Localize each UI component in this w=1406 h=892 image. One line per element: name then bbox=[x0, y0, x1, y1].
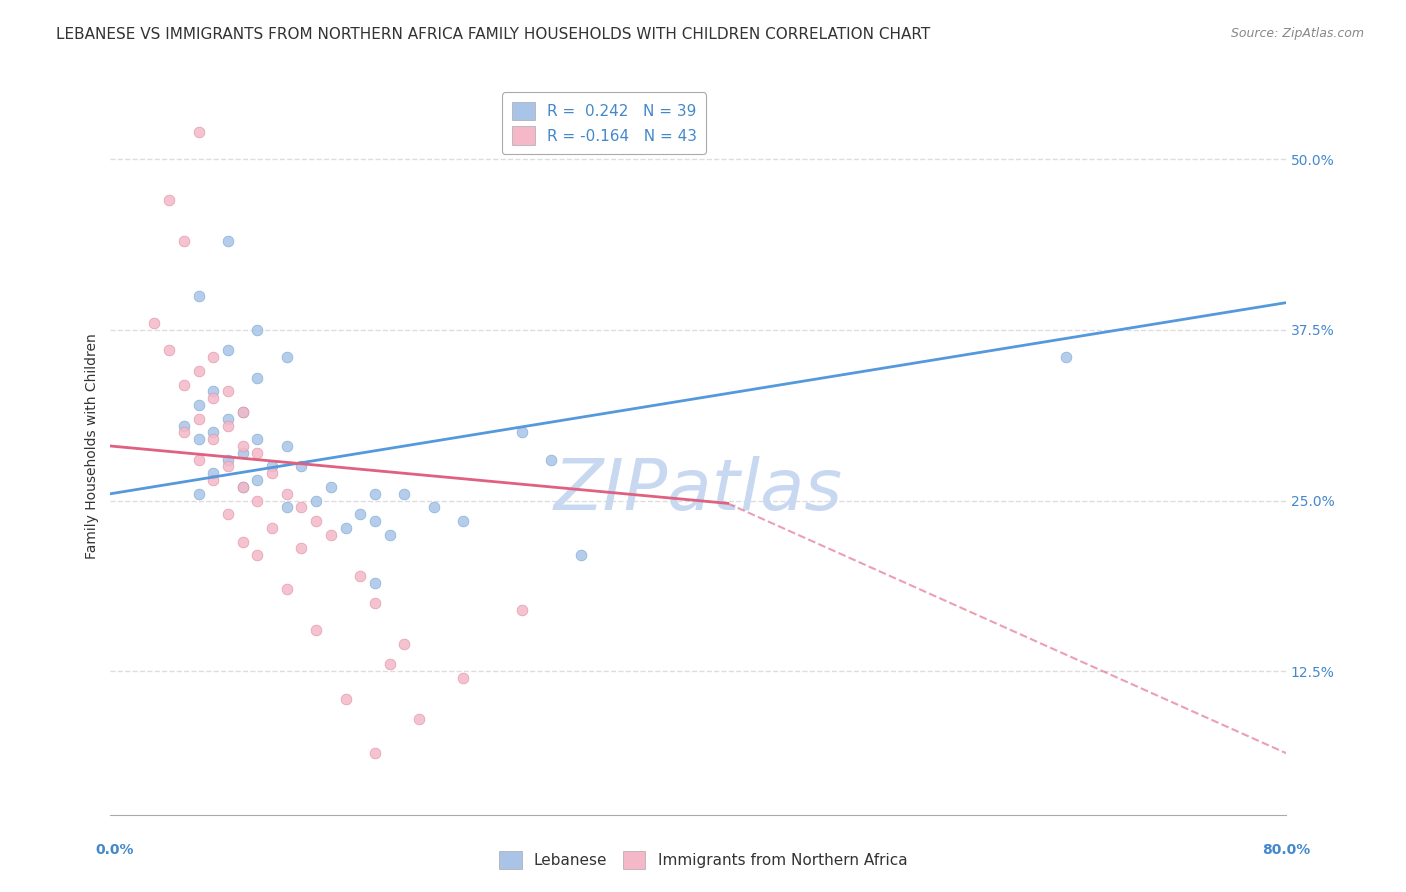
Point bbox=[260, 521, 283, 535]
Point bbox=[217, 508, 239, 522]
Point bbox=[540, 452, 562, 467]
Point bbox=[232, 405, 254, 419]
Point bbox=[510, 425, 533, 440]
Point bbox=[217, 234, 239, 248]
Point bbox=[246, 432, 269, 446]
Point bbox=[260, 459, 283, 474]
Legend: R =  0.242   N = 39, R = -0.164   N = 43: R = 0.242 N = 39, R = -0.164 N = 43 bbox=[502, 93, 706, 154]
Point bbox=[451, 514, 474, 528]
Point bbox=[217, 411, 239, 425]
Point bbox=[232, 405, 254, 419]
Point bbox=[378, 527, 401, 541]
Point bbox=[246, 493, 269, 508]
Point bbox=[232, 446, 254, 460]
Point bbox=[569, 548, 592, 562]
Point bbox=[305, 514, 328, 528]
Point bbox=[232, 480, 254, 494]
Point bbox=[173, 425, 195, 440]
Point bbox=[143, 316, 166, 330]
Point bbox=[246, 446, 269, 460]
Point bbox=[187, 289, 209, 303]
Point bbox=[187, 487, 209, 501]
Point bbox=[394, 637, 416, 651]
Point bbox=[364, 487, 387, 501]
Text: ZIPatlas: ZIPatlas bbox=[554, 456, 842, 524]
Point bbox=[422, 500, 444, 515]
Point bbox=[217, 418, 239, 433]
Point bbox=[187, 452, 209, 467]
Point bbox=[290, 459, 312, 474]
Point bbox=[319, 527, 342, 541]
Point bbox=[451, 671, 474, 685]
Point bbox=[232, 534, 254, 549]
Point bbox=[1054, 351, 1077, 365]
Point bbox=[157, 194, 180, 208]
Point bbox=[246, 323, 269, 337]
Point bbox=[305, 624, 328, 638]
Point bbox=[187, 364, 209, 378]
Point bbox=[173, 418, 195, 433]
Point bbox=[232, 439, 254, 453]
Point bbox=[217, 343, 239, 358]
Point bbox=[335, 521, 357, 535]
Point bbox=[202, 391, 225, 405]
Point bbox=[173, 377, 195, 392]
Point bbox=[260, 467, 283, 481]
Point bbox=[202, 351, 225, 365]
Legend: Lebanese, Immigrants from Northern Africa: Lebanese, Immigrants from Northern Afric… bbox=[492, 845, 914, 875]
Point bbox=[187, 398, 209, 412]
Point bbox=[349, 568, 371, 582]
Point bbox=[335, 691, 357, 706]
Point bbox=[364, 575, 387, 590]
Point bbox=[187, 125, 209, 139]
Point bbox=[364, 514, 387, 528]
Point bbox=[202, 384, 225, 399]
Point bbox=[246, 370, 269, 384]
Point bbox=[319, 480, 342, 494]
Point bbox=[157, 343, 180, 358]
Point bbox=[276, 500, 298, 515]
Y-axis label: Family Households with Children: Family Households with Children bbox=[86, 333, 100, 559]
Point bbox=[246, 473, 269, 487]
Text: 0.0%: 0.0% bbox=[96, 843, 134, 857]
Point bbox=[276, 487, 298, 501]
Point bbox=[187, 411, 209, 425]
Point bbox=[246, 548, 269, 562]
Point bbox=[173, 234, 195, 248]
Point bbox=[378, 657, 401, 672]
Point bbox=[187, 432, 209, 446]
Point bbox=[364, 596, 387, 610]
Point bbox=[305, 493, 328, 508]
Point bbox=[202, 432, 225, 446]
Point bbox=[276, 582, 298, 597]
Point bbox=[276, 351, 298, 365]
Point bbox=[217, 384, 239, 399]
Point bbox=[202, 467, 225, 481]
Point bbox=[394, 487, 416, 501]
Point bbox=[349, 508, 371, 522]
Point bbox=[217, 459, 239, 474]
Text: 80.0%: 80.0% bbox=[1263, 843, 1310, 857]
Point bbox=[408, 712, 430, 726]
Point bbox=[364, 746, 387, 760]
Point bbox=[232, 480, 254, 494]
Point bbox=[202, 473, 225, 487]
Point bbox=[290, 500, 312, 515]
Point bbox=[290, 541, 312, 556]
Point bbox=[510, 603, 533, 617]
Point bbox=[276, 439, 298, 453]
Point bbox=[202, 425, 225, 440]
Text: LEBANESE VS IMMIGRANTS FROM NORTHERN AFRICA FAMILY HOUSEHOLDS WITH CHILDREN CORR: LEBANESE VS IMMIGRANTS FROM NORTHERN AFR… bbox=[56, 27, 931, 42]
Point bbox=[217, 452, 239, 467]
Text: Source: ZipAtlas.com: Source: ZipAtlas.com bbox=[1230, 27, 1364, 40]
